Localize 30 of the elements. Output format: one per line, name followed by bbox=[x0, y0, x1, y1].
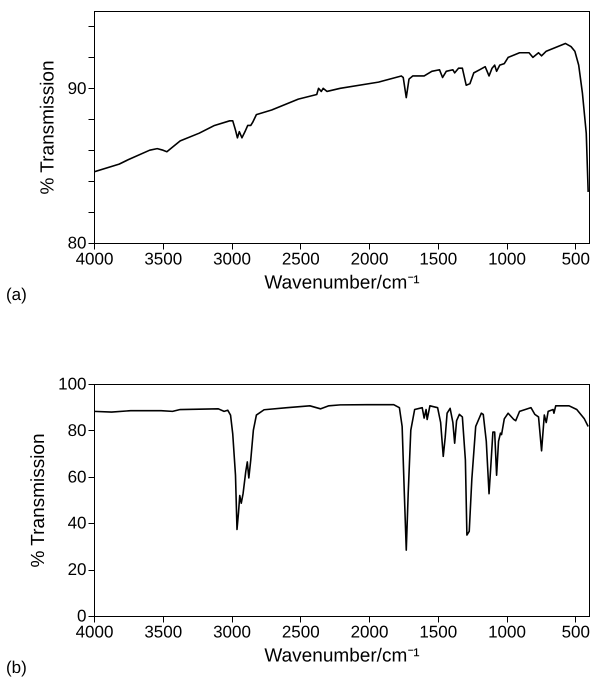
x-tick-label: 1500 bbox=[419, 622, 458, 642]
y-tick-label: 80 bbox=[68, 420, 86, 440]
x-tick-label: 2000 bbox=[350, 250, 388, 268]
x-tick-label: 1500 bbox=[419, 250, 458, 268]
y-axis-title: % Transmission bbox=[28, 433, 50, 568]
text: (b) bbox=[6, 658, 27, 677]
x-axis-title: Wavenumber/cm⁻¹ bbox=[264, 272, 420, 294]
y-tick-label: 100 bbox=[58, 374, 86, 394]
text: (a) bbox=[6, 285, 27, 304]
x-tick-label: 4000 bbox=[76, 622, 114, 642]
y-tick-label: 60 bbox=[68, 467, 86, 486]
x-tick-label: 500 bbox=[562, 622, 590, 642]
x-tick-label: 3000 bbox=[213, 622, 251, 642]
x-tick-label: 4000 bbox=[76, 250, 114, 268]
x-tick-label: 3000 bbox=[213, 250, 251, 268]
x-tick-label: 2500 bbox=[282, 250, 320, 268]
x-tick-label: 1000 bbox=[488, 622, 526, 642]
x-tick-label: 1000 bbox=[488, 250, 526, 268]
x-tick-label: 3500 bbox=[144, 622, 182, 642]
x-axis-title: Wavenumber/cm⁻¹ bbox=[264, 646, 420, 666]
y-tick-label: 0 bbox=[77, 606, 86, 626]
y-axis-title: % Transmission bbox=[38, 60, 59, 195]
y-tick-label: 90 bbox=[68, 78, 86, 98]
x-tick-label: 2500 bbox=[282, 622, 320, 642]
y-tick-label: 20 bbox=[68, 560, 86, 580]
y-tick-label: 80 bbox=[68, 234, 86, 252]
y-tick-label: 40 bbox=[68, 514, 86, 533]
x-tick-label: 3500 bbox=[144, 250, 182, 268]
x-tick-label: 500 bbox=[562, 250, 590, 268]
x-tick-label: 2000 bbox=[350, 622, 388, 642]
